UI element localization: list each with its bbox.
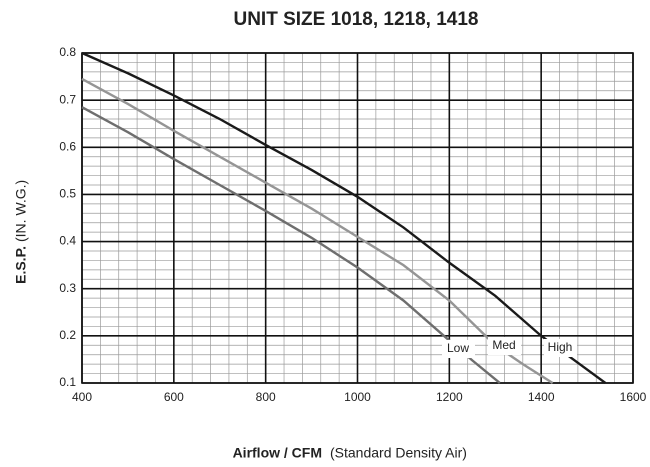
x-tick-label: 400 [72,390,92,404]
y-label-note: (IN. W.G.) [13,180,29,242]
y-tick-label: 0.5 [59,187,76,201]
legend-label: High [548,340,573,354]
x-tick-label: 800 [256,390,276,404]
x-label-note: (Standard Density Air) [330,445,467,461]
legend-box [442,340,475,358]
series-line [81,51,607,384]
y-tick-label: 0.4 [59,234,76,248]
y-axis-label: E.S.P. (IN. W.G.) [13,180,29,284]
legend-label: Med [492,338,515,352]
x-tick-label: 1600 [620,390,647,404]
chart-title: UNIT SIZE 1018, 1218, 1418 [233,9,478,30]
y-tick-label: 0.7 [59,92,76,106]
y-tick-label: 0.8 [59,45,76,59]
x-tick-label: 1200 [436,390,463,404]
legend-label: Low [447,341,469,355]
plot-frame [81,52,634,384]
y-tick-label: 0.1 [59,375,76,389]
y-tick-label: 0.3 [59,281,76,295]
x-tick-label: 600 [164,390,184,404]
y-tick-label: 0.2 [59,328,76,342]
x-tick-label: 1000 [344,390,371,404]
x-tick-label: 1400 [528,390,555,404]
x-label: Airflow / CFM [233,445,322,461]
legend-box [488,337,521,355]
legend-box [544,339,577,357]
y-tick-label: 0.6 [59,139,76,153]
y-label: E.S.P. [13,246,29,284]
